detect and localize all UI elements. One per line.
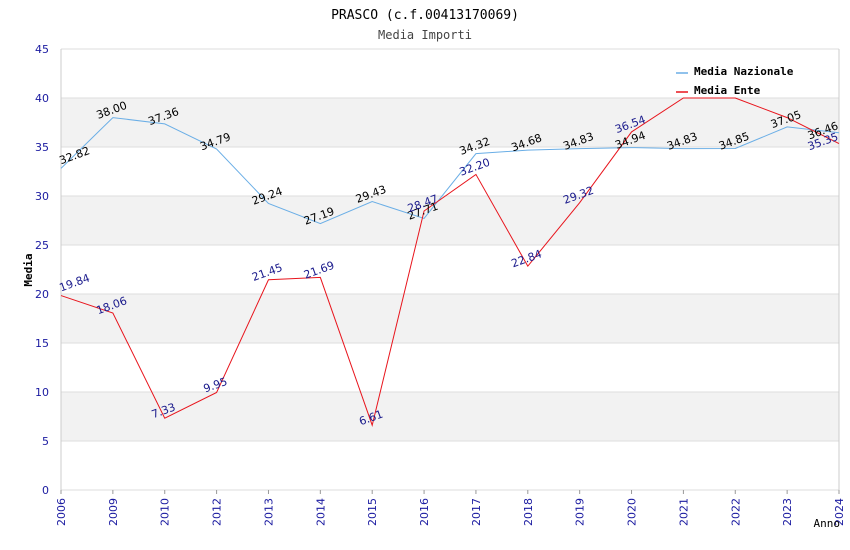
x-tick-label: 2020 — [626, 498, 639, 526]
data-label: 21.45 — [250, 261, 284, 284]
x-tick-label: 2010 — [159, 498, 172, 526]
data-label: 21.69 — [302, 259, 336, 282]
y-tick-label: 15 — [35, 337, 49, 350]
y-tick-label: 0 — [42, 484, 49, 497]
x-tick-label: 2019 — [574, 498, 587, 526]
series-line-media-nazionale — [60, 117, 840, 225]
x-tick-label: 2006 — [55, 498, 68, 526]
y-tick-label: 10 — [35, 386, 49, 399]
series-line-media-ente — [60, 97, 840, 427]
x-tick-label: 2015 — [366, 498, 379, 526]
x-tick-label: 2013 — [262, 498, 275, 526]
y-axis-ticks: 0 5 10 15 20 25 30 35 40 45 — [35, 43, 49, 497]
legend-label-media-nazionale: Media Nazionale — [694, 65, 794, 78]
x-axis-label: Anno — [814, 517, 841, 530]
legend-label-media-ente: Media Ente — [694, 84, 761, 97]
data-label: 19.84 — [58, 271, 92, 294]
y-axis-label: Media — [22, 253, 35, 286]
y-tick-label: 25 — [35, 239, 49, 252]
y-tick-label: 40 — [35, 92, 49, 105]
gridlines — [61, 48, 839, 491]
chart-title: PRASCO (c.f.00413170069) — [331, 8, 519, 23]
x-tick-label: 2009 — [107, 498, 120, 526]
x-tick-label: 2014 — [314, 498, 327, 526]
x-tick-label: 2023 — [781, 498, 794, 526]
y-tick-label: 20 — [35, 288, 49, 301]
x-axis-ticks: 2006 2009 2010 2012 2013 2014 2015 2016 2017 2018… — [55, 490, 846, 526]
y-tick-label: 35 — [35, 141, 49, 154]
grid-band — [61, 392, 839, 441]
x-tick-label: 2012 — [211, 498, 224, 526]
y-tick-label: 30 — [35, 190, 49, 203]
legend: Media Nazionale Media Ente — [676, 65, 794, 97]
x-tick-label: 2021 — [677, 498, 690, 526]
data-label: 22.84 — [510, 247, 544, 270]
x-tick-label: 2018 — [522, 498, 535, 526]
grid-band — [61, 196, 839, 245]
y-tick-label: 5 — [42, 435, 49, 448]
x-tick-label: 2016 — [418, 498, 431, 526]
x-tick-label: 2022 — [729, 498, 742, 526]
x-tick-label: 2024 — [833, 498, 846, 526]
series-lines — [60, 97, 840, 427]
data-label: 32.82 — [58, 144, 92, 167]
x-tick-label: 2017 — [470, 498, 483, 526]
chart-subtitle: Media Importi — [378, 28, 472, 42]
y-tick-label: 45 — [35, 43, 49, 56]
axes — [60, 49, 840, 490]
grid-band — [61, 98, 839, 147]
grid-bands — [61, 98, 839, 441]
grid-band — [61, 294, 839, 343]
